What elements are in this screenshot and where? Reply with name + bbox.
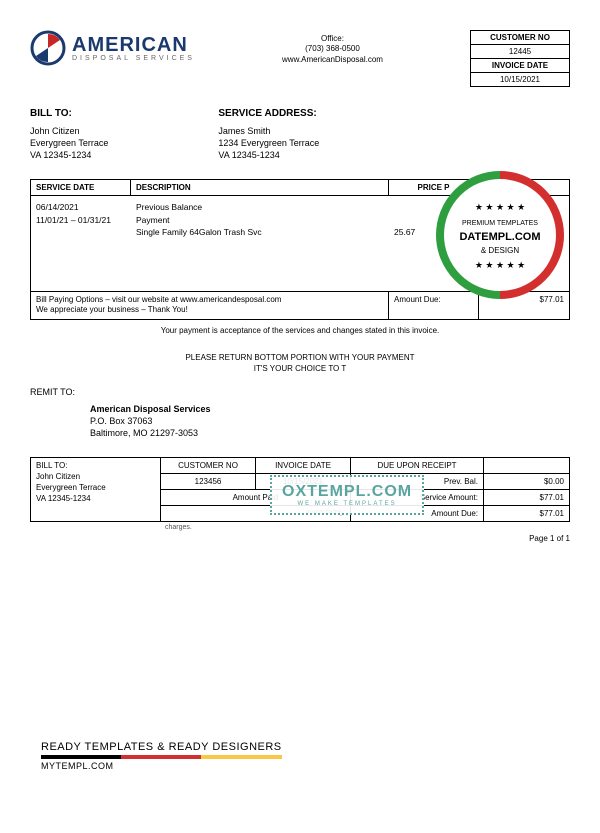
stub-invdate-label: INVOICE DATE <box>256 458 351 473</box>
bill-to-name: John Citizen <box>30 125 108 137</box>
stub-billto: BILL TO: John Citizen Everygreen Terrace… <box>31 458 161 521</box>
choice-line: IT'S YOUR CHOICE TO T <box>30 364 570 373</box>
header: AMERICAN DISPOSAL SERVICES Office: (703)… <box>30 30 570 87</box>
bill-to-line2: VA 12345-1234 <box>30 149 108 161</box>
logo-main-text: AMERICAN <box>72 35 195 55</box>
custno-value: 12445 <box>471 45 569 59</box>
wm-bottom-bar <box>41 755 282 759</box>
svc-descs: Previous Balance Payment Single Family 6… <box>131 196 389 291</box>
wm-line1: PREMIUM TEMPLATES <box>462 220 538 227</box>
logo-icon <box>30 30 66 66</box>
wm-bottom-sub: MYTEMPL.COM <box>41 761 282 771</box>
wm-stars-top: ★ ★ ★ ★ ★ <box>475 202 525 212</box>
col-date-header: SERVICE DATE <box>31 180 131 195</box>
invdate-value: 10/15/2021 <box>471 73 569 86</box>
stub-prevbal: $0.00 <box>484 474 569 489</box>
bill-to-header: BILL TO: <box>30 107 108 121</box>
service-addr-block: SERVICE ADDRESS: James Smith 1234 Everyg… <box>218 107 319 161</box>
stub-svcamt: $77.01 <box>484 490 569 505</box>
return-line: PLEASE RETURN BOTTOM PORTION WITH YOUR P… <box>30 353 570 362</box>
stub-billto-name: John Citizen <box>36 472 155 483</box>
remit-line1: P.O. Box 37063 <box>90 415 570 427</box>
wm-ox-title: OXTEMPL.COM <box>282 483 412 501</box>
acceptance-line: Your payment is acceptance of the servic… <box>30 326 570 335</box>
service-addr-name: James Smith <box>218 125 319 137</box>
stub-billto-l1: Everygreen Terrace <box>36 483 155 494</box>
service-addr-line2: VA 12345-1234 <box>218 149 319 161</box>
svc-dates: 06/14/2021 11/01/21 – 01/31/21 <box>31 196 131 291</box>
bill-to-block: BILL TO: John Citizen Everygreen Terrace… <box>30 107 108 161</box>
stub-due-label: DUE UPON RECEIPT <box>351 458 484 473</box>
remit-line2: Baltimore, MO 21297-3053 <box>90 427 570 439</box>
bill-to-line1: Everygreen Terrace <box>30 137 108 149</box>
office-block: Office: (703) 368-0500 www.AmericanDispo… <box>282 34 383 65</box>
stub-amtdue: $77.01 <box>484 506 569 521</box>
col-desc-header: DESCRIPTION <box>131 180 389 195</box>
office-phone: (703) 368-0500 <box>282 44 383 54</box>
wm-stars-bot: ★ ★ ★ ★ ★ <box>475 260 525 270</box>
remit-header: REMIT TO: <box>30 387 570 397</box>
wm-line3: & DESIGN <box>481 246 519 255</box>
office-label: Office: <box>282 34 383 44</box>
svc-footer-note: Bill Paying Options – visit our website … <box>31 292 389 319</box>
page-number: Page 1 of 1 <box>30 534 570 543</box>
remit-block: REMIT TO: American Disposal Services P.O… <box>30 387 570 439</box>
wm-bottom-title: READY TEMPLATES & READY DESIGNERS <box>41 741 282 753</box>
addresses: BILL TO: John Citizen Everygreen Terrace… <box>30 107 570 161</box>
customer-box: CUSTOMER NO 12445 INVOICE DATE 10/15/202… <box>470 30 570 87</box>
watermark-bottom: READY TEMPLATES & READY DESIGNERS MYTEMP… <box>35 737 288 775</box>
stub-billto-hdr: BILL TO: <box>36 461 155 472</box>
logo-sub-text: DISPOSAL SERVICES <box>72 55 195 62</box>
stub-note2: charges. <box>165 524 570 531</box>
stub-custno: 123456 <box>161 474 256 489</box>
wm-ox-sub: WE MAKE TEMPLATES <box>282 501 412 507</box>
service-addr-header: SERVICE ADDRESS: <box>218 107 319 121</box>
watermark-circle: ★ ★ ★ ★ ★ PREMIUM TEMPLATES DATEMPL.COM … <box>435 170 565 300</box>
stub-custno-label: CUSTOMER NO <box>161 458 256 473</box>
custno-label: CUSTOMER NO <box>471 31 569 45</box>
wm-line2: DATEMPL.COM <box>459 231 540 243</box>
remit-name: American Disposal Services <box>90 403 570 415</box>
stub-billto-l2: VA 12345-1234 <box>36 494 155 505</box>
service-addr-line1: 1234 Everygreen Terrace <box>218 137 319 149</box>
watermark-ox: OXTEMPL.COM WE MAKE TEMPLATES <box>270 475 424 515</box>
logo: AMERICAN DISPOSAL SERVICES <box>30 30 195 66</box>
office-web: www.AmericanDisposal.com <box>282 55 383 65</box>
invdate-label: INVOICE DATE <box>471 59 569 73</box>
